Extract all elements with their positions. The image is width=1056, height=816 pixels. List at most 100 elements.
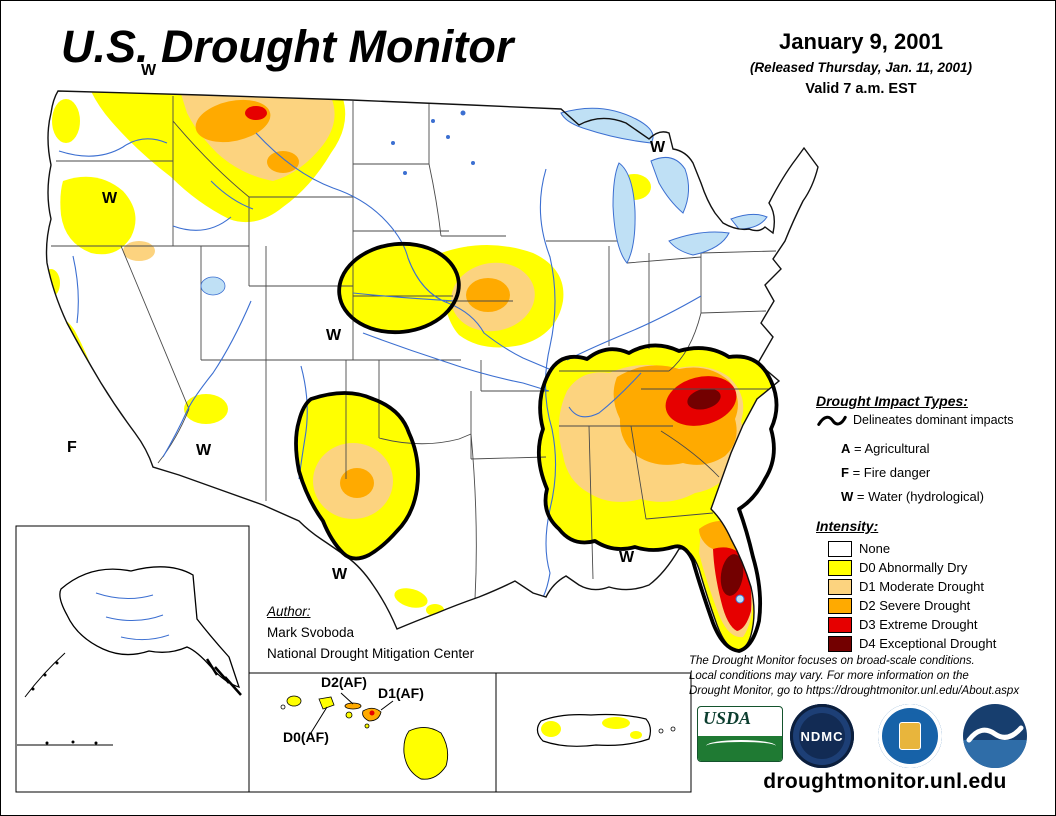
legend-swatch-d0	[828, 559, 852, 576]
legend-swatch-d4	[828, 635, 852, 652]
alaska-rivers	[95, 592, 170, 641]
island-maui-d3	[369, 710, 375, 716]
lake-huron	[650, 156, 689, 214]
hawaii-inset	[248, 672, 497, 793]
pr-d0-southeast	[630, 731, 642, 739]
impact-key-w: W	[841, 489, 854, 504]
impact-label-oregon: W	[102, 190, 118, 207]
author-name: Mark Svoboda	[267, 624, 355, 640]
legend-swatch-d3	[828, 616, 852, 633]
puerto-rico-inset	[495, 672, 692, 793]
pr-d0-central	[602, 717, 630, 729]
impact-type-water: W = Water (hydrological)	[841, 489, 984, 504]
impact-label-texas: W	[332, 566, 348, 583]
aleutian-chain-dots	[45, 740, 98, 745]
island-lanai	[345, 711, 353, 719]
ndmc-logo: NDMC	[790, 704, 854, 768]
drought-d0-wyoming	[339, 243, 459, 333]
alaska-panhandle-islands	[205, 658, 242, 696]
drought-d0-oregon	[60, 176, 136, 255]
valid-time: Valid 7 a.m. EST	[805, 81, 917, 97]
impact-type-agricultural: A = Agricultural	[841, 441, 930, 456]
drought-d3-montana	[245, 106, 267, 120]
legend-label-d3: D3 Extreme Drought	[859, 617, 978, 632]
disclaimer-line-2: Local conditions may vary. For more info…	[689, 669, 969, 682]
great-lakes	[560, 107, 768, 264]
impact-label-florida: W	[619, 549, 635, 566]
island-kauai	[286, 695, 302, 707]
drought-d2-southwest	[340, 468, 374, 498]
impact-rest-f: = Fire danger	[852, 465, 931, 480]
author-org: National Drought Mitigation Center	[267, 645, 475, 661]
legend-swatch-none	[828, 540, 852, 557]
disclaimer-text: The Drought Monitor focuses on broad-sca…	[689, 654, 1049, 699]
map-date: January 9, 2001	[779, 29, 943, 54]
legend-label-none: None	[859, 541, 891, 556]
legend-item-d2: D2 Severe Drought	[828, 597, 970, 614]
usda-logo-text: USDA	[703, 708, 752, 728]
lake-okeechobee	[735, 594, 745, 604]
impact-outline-southwest	[294, 391, 420, 561]
drought-d2-nebraska-iowa	[466, 278, 510, 312]
lake-michigan	[612, 162, 636, 264]
impact-rest-w: = Water (hydrological)	[856, 489, 984, 504]
pr-d0-west	[541, 721, 561, 737]
legend-item-d0: D0 Abnormally Dry	[828, 559, 967, 576]
impact-label-arizona: W	[196, 442, 212, 459]
drought-d0-california-2	[46, 269, 60, 297]
impact-outlines	[294, 241, 779, 653]
alaska-outline	[59, 566, 241, 688]
impact-outline-wyoming	[337, 241, 461, 335]
delineates-curve-icon	[817, 415, 847, 426]
lake-superior	[560, 107, 654, 144]
impact-key-f: F	[841, 465, 849, 480]
impact-label-california-f: F	[67, 439, 77, 456]
drought-d2-montana-2	[267, 151, 299, 173]
legend-item-d4: D4 Exceptional Drought	[828, 635, 996, 652]
legend-item-d3: D3 Extreme Drought	[828, 616, 978, 633]
unl-seal-logo	[878, 704, 942, 768]
date-block: January 9, 2001 (Released Thursday, Jan.…	[701, 29, 1021, 97]
legend-label-d4: D4 Exceptional Drought	[859, 636, 997, 651]
delineates-label: Delineates dominant impacts	[853, 413, 1014, 427]
unl-seal-emblem	[899, 722, 921, 750]
legend-label-d0: D0 Abnormally Dry	[859, 560, 968, 575]
usda-logo: USDA	[697, 706, 783, 762]
legend-swatch-d1	[828, 578, 852, 595]
island-molokai	[344, 702, 362, 710]
delineates-row: Delineates dominant impacts	[817, 412, 1014, 428]
alaska-inset	[15, 525, 250, 793]
drought-d4-florida	[720, 554, 744, 596]
author-heading: Author:	[267, 604, 311, 619]
drought-d1-se-oregon	[123, 241, 155, 261]
legend-label-d2: D2 Severe Drought	[859, 598, 971, 613]
island-oahu	[318, 696, 335, 710]
drought-d0-wa-coast	[52, 99, 80, 143]
author-block: Author: Mark Svoboda National Drought Mi…	[267, 602, 474, 665]
lake-ontario	[730, 213, 768, 230]
legend-swatch-d2	[828, 597, 852, 614]
impact-label-michigan: W	[650, 139, 666, 156]
hawaii-label-d2: D2(AF)	[321, 674, 367, 690]
disclaimer-line-1: The Drought Monitor focuses on broad-sca…	[689, 655, 975, 667]
legend-item-none: None	[828, 540, 890, 557]
legend-label-d1: D1 Moderate Drought	[859, 579, 985, 594]
page-title: U.S. Drought Monitor	[61, 21, 514, 72]
intensity-heading: Intensity:	[816, 518, 879, 534]
island-kahoolawe	[364, 723, 370, 729]
impact-label-wyoming: W	[326, 327, 342, 344]
island-hawaii-big	[403, 727, 449, 780]
ndmc-logo-text: NDMC	[800, 728, 844, 744]
impact-key-a: A	[841, 441, 851, 456]
impact-types-heading: Drought Impact Types:	[816, 393, 968, 409]
noaa-logo	[963, 704, 1027, 768]
release-date: (Released Thursday, Jan. 11, 2001)	[749, 60, 973, 75]
impact-type-fire: F = Fire danger	[841, 465, 930, 480]
hawaii-label-d1: D1(AF)	[378, 685, 424, 701]
drought-d0-nevada-utah	[184, 394, 228, 424]
rivers	[58, 110, 760, 604]
impact-outline-southeast	[536, 343, 779, 653]
disclaimer-line-3: Drought Monitor, go to https://droughtmo…	[689, 684, 1020, 697]
